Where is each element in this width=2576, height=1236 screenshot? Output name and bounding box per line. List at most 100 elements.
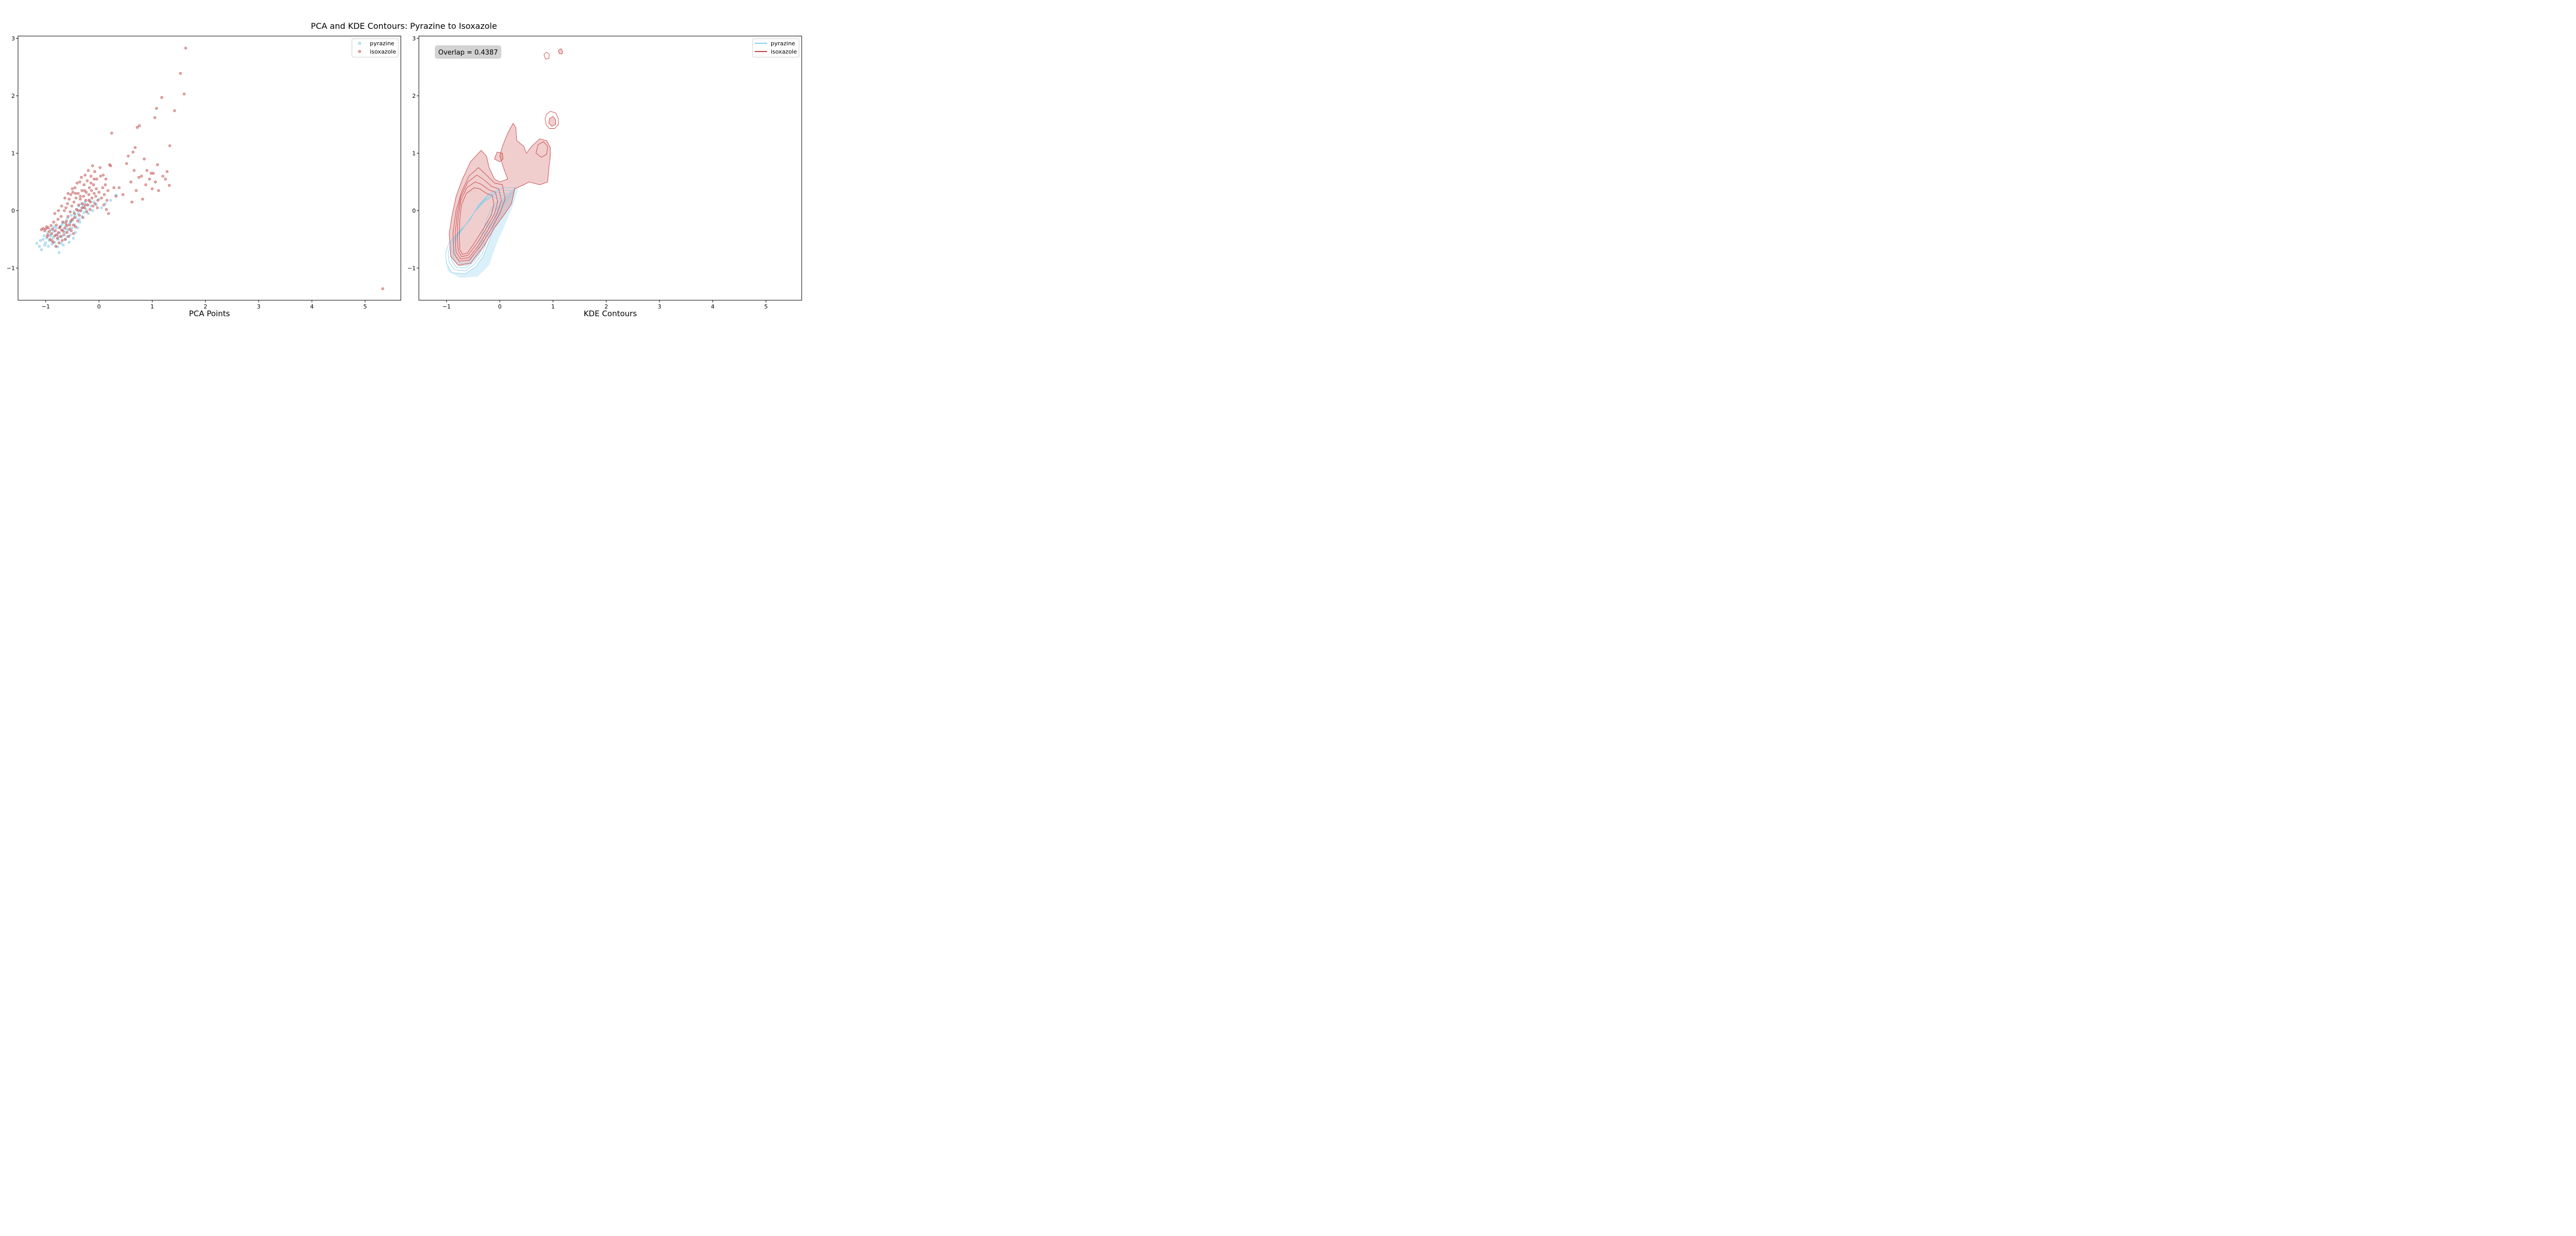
scatter-point-isoxazole <box>88 208 92 211</box>
scatter-point-pyrazine <box>92 200 95 203</box>
scatter-point-pyrazine <box>70 226 74 230</box>
x-tick-label: 2 <box>604 303 608 310</box>
x-axis-label: PCA Points <box>189 309 230 318</box>
legend-label-isoxazole: isoxazole <box>771 48 797 55</box>
scatter-point-pyrazine <box>91 209 94 212</box>
scatter-point-isoxazole <box>145 169 148 172</box>
scatter-point-isoxazole <box>67 235 70 238</box>
scatter-point-pyrazine <box>42 234 46 237</box>
scatter-point-isoxazole <box>62 230 65 233</box>
scatter-point-isoxazole <box>154 180 157 183</box>
kde-contour-isoxazole <box>494 151 503 162</box>
scatter-point-isoxazole <box>132 169 135 172</box>
figure-title: PCA and KDE Contours: Pyrazine to Isoxaz… <box>311 21 497 31</box>
scatter-point-isoxazole <box>63 226 66 230</box>
scatter-point-pyrazine <box>69 233 72 236</box>
scatter-point-isoxazole <box>70 229 73 232</box>
scatter-point-isoxazole <box>133 146 137 149</box>
x-tick-label: 5 <box>764 303 768 310</box>
x-tick-label: 4 <box>711 303 715 310</box>
scatter-point-isoxazole <box>48 230 51 233</box>
scatter-point-isoxazole <box>165 170 168 173</box>
scatter-point-isoxazole <box>78 214 81 217</box>
axes-frame <box>418 36 802 301</box>
scatter-point-isoxazole <box>80 206 83 210</box>
scatter-point-isoxazole <box>141 198 144 201</box>
scatter-point-isoxazole <box>129 180 132 183</box>
scatter-point-isoxazole <box>68 224 71 227</box>
scatter-point-isoxazole <box>168 144 172 147</box>
scatter-point-isoxazole <box>84 199 87 202</box>
scatter-point-isoxazole <box>76 181 79 185</box>
scatter-point-isoxazole <box>65 231 69 234</box>
x-tick-label: 2 <box>204 303 207 310</box>
scatter-point-isoxazole <box>53 212 57 215</box>
scatter-point-isoxazole <box>71 191 75 194</box>
scatter-point-isoxazole <box>63 209 66 212</box>
scatter-point-isoxazole <box>69 219 73 222</box>
scatter-point-pyrazine <box>78 218 81 221</box>
scatter-point-isoxazole <box>130 200 133 203</box>
scatter-point-isoxazole <box>66 192 70 195</box>
scatter-point-isoxazole <box>148 178 151 181</box>
scatter-point-isoxazole <box>51 228 54 231</box>
kde-contour-isoxazole <box>545 111 559 129</box>
y-tick-label: 1 <box>412 150 416 157</box>
scatter-point-isoxazole <box>57 241 61 245</box>
legend-marker-pyrazine <box>358 42 361 45</box>
scatter-point-isoxazole <box>114 195 117 198</box>
scatter-point-isoxazole <box>125 162 128 165</box>
scatter-point-pyrazine <box>53 225 56 228</box>
scatter-point-isoxazole <box>74 225 77 228</box>
scatter-point-isoxazole <box>135 126 139 129</box>
y-tick-label: 1 <box>11 150 15 157</box>
scatter-point-isoxazole <box>93 192 96 195</box>
scatter-point-isoxazole <box>52 220 55 224</box>
scatter-point-isoxazole <box>47 226 50 230</box>
scatter-point-isoxazole <box>99 175 102 178</box>
scatter-point-isoxazole <box>179 72 182 75</box>
scatter-point-isoxazole <box>127 154 130 158</box>
scatter-point-isoxazole <box>59 215 63 218</box>
scatter-point-isoxazole <box>101 174 105 177</box>
scatter-point-isoxazole <box>112 186 115 190</box>
scatter-point-isoxazole <box>85 210 89 213</box>
scatter-point-isoxazole <box>76 219 79 222</box>
scatter-points <box>35 46 384 290</box>
scatter-point-isoxazole <box>77 203 80 207</box>
scatter-point-isoxazole <box>56 218 60 221</box>
contour-layers <box>445 48 563 278</box>
scatter-point-pyrazine <box>44 241 47 245</box>
kde-contour-isoxazole <box>548 116 556 127</box>
scatter-point-isoxazole <box>102 203 106 207</box>
scatter-point-isoxazole <box>105 208 108 211</box>
scatter-point-isoxazole <box>69 193 73 196</box>
annotation-box <box>435 45 501 59</box>
x-tick-label: 4 <box>310 303 314 310</box>
scatter-point-pyrazine <box>78 220 81 224</box>
scatter-point-isoxazole <box>71 218 74 221</box>
legend-label-isoxazole: isoxazole <box>370 48 396 55</box>
scatter-point-isoxazole <box>61 239 64 242</box>
scatter-point-isoxazole <box>77 209 80 212</box>
scatter-point-isoxazole <box>144 183 147 186</box>
scatter-point-isoxazole <box>54 245 58 248</box>
scatter-point-isoxazole <box>156 163 159 166</box>
scatter-point-isoxazole <box>101 186 105 190</box>
scatter-point-isoxazole <box>83 206 86 210</box>
y-tick-label: −1 <box>408 265 416 272</box>
scatter-point-isoxazole <box>155 107 158 110</box>
scatter-point-pyrazine <box>87 212 90 215</box>
legend-label-pyrazine: pyrazine <box>370 40 395 47</box>
scatter-point-isoxazole <box>72 200 76 203</box>
scatter-point-pyrazine <box>41 238 45 241</box>
scatter-point-isoxazole <box>89 181 93 185</box>
scatter-point-isoxazole <box>151 171 155 175</box>
scatter-point-isoxazole <box>79 195 82 198</box>
scatter-point-isoxazole <box>86 203 90 207</box>
scatter-point-isoxazole <box>150 187 154 191</box>
scatter-point-isoxazole <box>57 209 60 212</box>
kde-contour-isoxazole <box>456 181 498 257</box>
scatter-point-isoxazole <box>72 232 75 235</box>
scatter-point-isoxazole <box>54 229 57 232</box>
